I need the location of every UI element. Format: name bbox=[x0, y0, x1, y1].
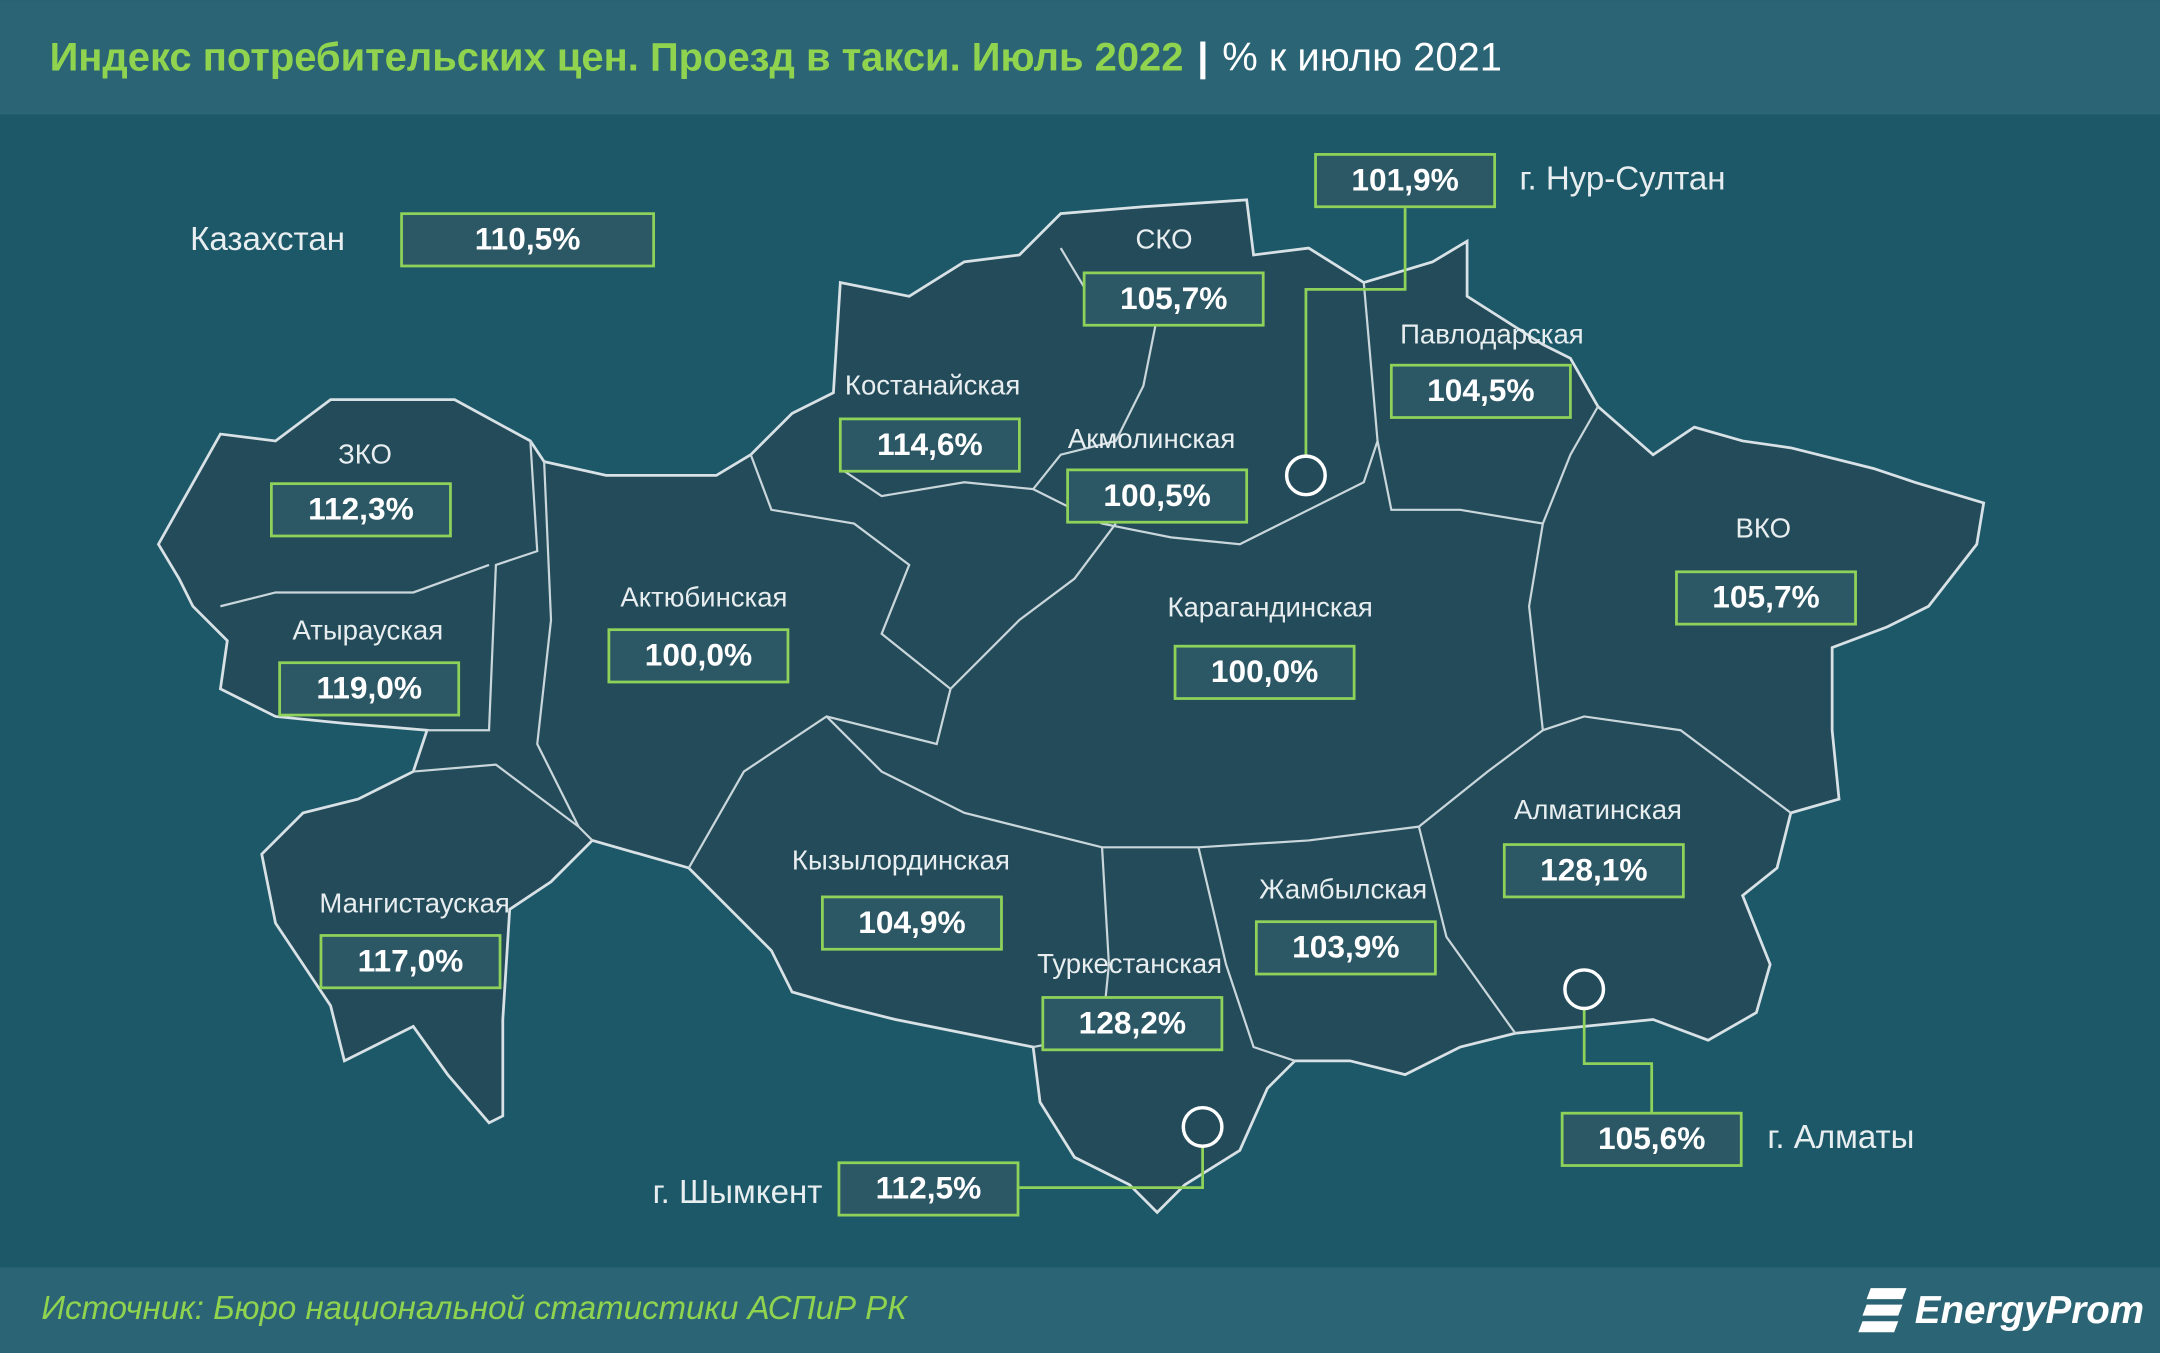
country-outline bbox=[156, 198, 1986, 1215]
value-label: 114,6% bbox=[877, 426, 983, 462]
region-name: Кызылординская bbox=[792, 845, 1010, 876]
source-note: Источник: Бюро национальной статистики А… bbox=[41, 1290, 909, 1327]
title-sub: % к июлю 2021 bbox=[1222, 35, 1502, 79]
value-box bbox=[821, 895, 1003, 951]
region-name: Костанайская bbox=[845, 369, 1020, 400]
region-name: СКО bbox=[1135, 223, 1192, 254]
value-box bbox=[1389, 363, 1572, 419]
value-box bbox=[1675, 570, 1857, 626]
value-box bbox=[1173, 644, 1356, 700]
value-label: 103,9% bbox=[1292, 929, 1399, 965]
value-label: 100,5% bbox=[1103, 477, 1210, 513]
value-box bbox=[400, 212, 656, 268]
title-main: Индекс потребительских цен. Проезд в так… bbox=[50, 35, 1184, 79]
value-box bbox=[837, 1161, 1020, 1217]
value-label: 117,0% bbox=[358, 942, 464, 978]
leader-line bbox=[1019, 1147, 1204, 1189]
value-label: 128,2% bbox=[1079, 1004, 1186, 1040]
logo-text: EnergyProm bbox=[1915, 1289, 2144, 1332]
region-name: Актюбинская bbox=[620, 582, 787, 613]
region-name: Павлодарская bbox=[1400, 319, 1584, 350]
region-name: Жамбылская bbox=[1259, 874, 1427, 905]
region-name: ЗКО bbox=[338, 438, 392, 469]
value-box bbox=[1066, 468, 1249, 524]
logo: EnergyProm bbox=[1858, 1288, 2144, 1333]
value-label: 100,0% bbox=[1211, 653, 1318, 689]
value-box bbox=[1254, 920, 1437, 976]
value-box bbox=[1041, 996, 1224, 1052]
value-label: 105,7% bbox=[1120, 280, 1227, 316]
header-band bbox=[0, 0, 2160, 115]
value-box bbox=[1082, 271, 1265, 327]
value-label: 105,6% bbox=[1598, 1120, 1705, 1156]
value-label: 110,5% bbox=[475, 221, 581, 257]
region-name: Карагандинская bbox=[1167, 591, 1372, 622]
value-label: 104,9% bbox=[858, 904, 965, 940]
region-name: Мангистауская bbox=[319, 887, 509, 918]
value-label: 104,5% bbox=[1427, 372, 1534, 408]
city-name: г. Алматы bbox=[1767, 1119, 1914, 1156]
value-box bbox=[270, 482, 452, 538]
value-box bbox=[278, 661, 461, 717]
value-label: 112,3% bbox=[308, 491, 414, 527]
logo-icon bbox=[1858, 1288, 1907, 1333]
country-name: Казахстан bbox=[190, 221, 345, 258]
footer-band bbox=[0, 1267, 2160, 1353]
value-label: 101,9% bbox=[1351, 161, 1458, 197]
leader-line bbox=[1582, 1009, 1654, 1114]
leader-line bbox=[1304, 208, 1407, 455]
region-name: Акмолинская bbox=[1068, 423, 1235, 454]
value-label: 100,0% bbox=[645, 637, 752, 673]
value-box bbox=[1502, 843, 1685, 899]
title-separator: | bbox=[1197, 35, 1208, 79]
city-name: г. Нур-Султан bbox=[1519, 160, 1725, 197]
city-marker bbox=[1284, 454, 1327, 497]
city-marker bbox=[1563, 968, 1606, 1011]
title: Индекс потребительских цен. Проезд в так… bbox=[50, 35, 1502, 79]
region-name: Алматинская bbox=[1514, 794, 1682, 825]
value-label: 128,1% bbox=[1540, 851, 1647, 887]
city-marker bbox=[1181, 1105, 1224, 1148]
value-box bbox=[838, 417, 1021, 473]
value-label: 119,0% bbox=[316, 670, 422, 706]
value-box bbox=[1314, 153, 1497, 209]
city-name: г. Шымкент bbox=[653, 1174, 823, 1211]
value-box bbox=[1560, 1111, 1743, 1167]
region-name: Туркестанская bbox=[1037, 948, 1222, 979]
value-box bbox=[319, 934, 502, 990]
value-label: 112,5% bbox=[876, 1170, 982, 1206]
region-name: ВКО bbox=[1735, 513, 1791, 544]
region-name: Атырауская bbox=[292, 615, 443, 646]
value-box bbox=[607, 628, 790, 684]
value-label: 105,7% bbox=[1712, 579, 1819, 615]
